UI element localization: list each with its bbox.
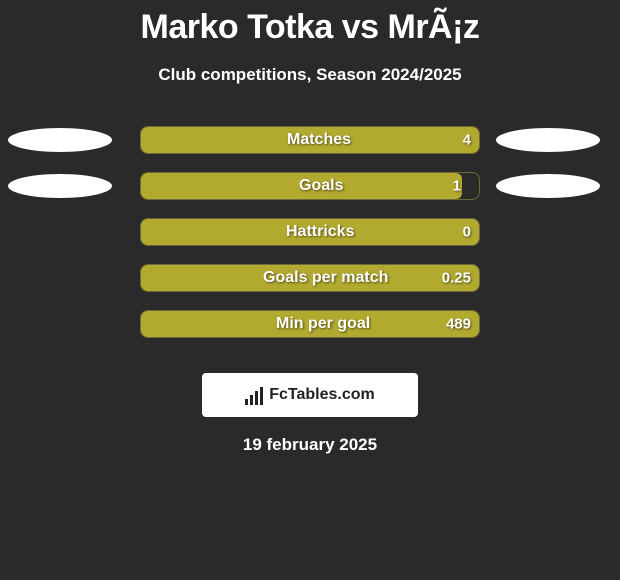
stat-row: Min per goal489 [0, 309, 620, 355]
fctables-logo: FcTables.com [202, 373, 418, 417]
stat-bar: Matches4 [140, 126, 480, 154]
stat-bar: Goals1 [140, 172, 480, 200]
stat-bar-fill [141, 219, 479, 245]
stat-rows-container: Matches4 Goals1 Hattricks0 Goals per match0… [0, 125, 620, 355]
subtitle: Club competitions, Season 2024/2025 [0, 65, 620, 85]
stat-bar-fill [141, 173, 462, 199]
right-ellipse [496, 174, 600, 198]
right-ellipse [496, 128, 600, 152]
logo-text: FcTables.com [269, 386, 375, 404]
stat-row: Matches4 [0, 125, 620, 171]
stat-bar-fill [141, 311, 479, 337]
stat-row: Goals per match0.25 [0, 263, 620, 309]
stat-bar-fill [141, 265, 479, 291]
page-title: Marko Totka vs MrÃ¡z [0, 0, 620, 47]
stat-bar: Min per goal489 [140, 310, 480, 338]
left-ellipse [8, 174, 112, 198]
stat-bar: Hattricks0 [140, 218, 480, 246]
logo-bars-icon [245, 385, 263, 405]
stat-bar: Goals per match0.25 [140, 264, 480, 292]
stat-row: Goals1 [0, 171, 620, 217]
date-text: 19 february 2025 [0, 435, 620, 455]
stat-row: Hattricks0 [0, 217, 620, 263]
left-ellipse [8, 128, 112, 152]
stat-bar-fill [141, 127, 479, 153]
